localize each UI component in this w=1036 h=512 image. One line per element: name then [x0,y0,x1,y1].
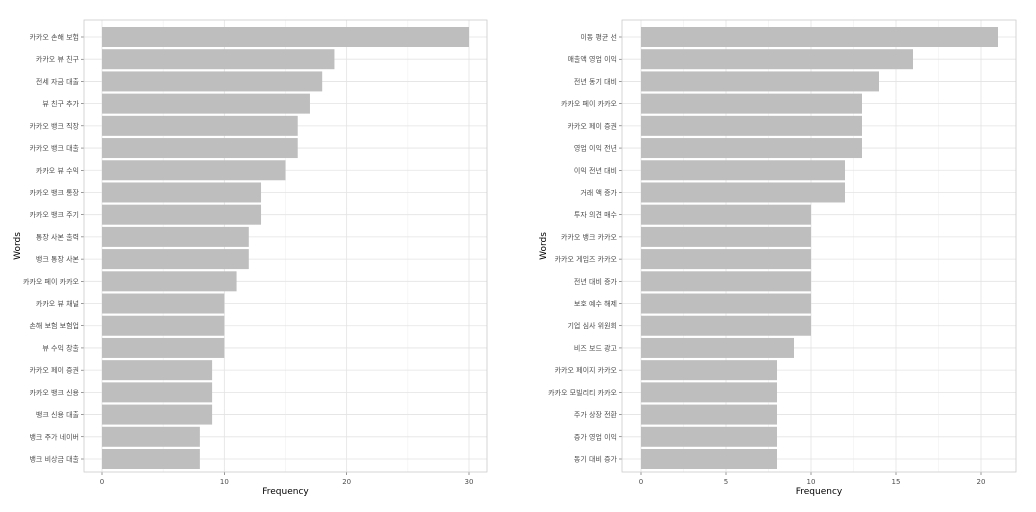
y-tick-label: 이동 평균 선 [580,33,617,42]
panel-border [621,19,1017,473]
y-tick-label: 카카오 페이 카카오 [561,99,618,108]
y-tick-label: 카카오 손해 보험 [29,33,79,42]
y-tick-label: 카카오 뱅크 카카오 [561,232,618,241]
bar [641,382,777,403]
y-tick-label: 뱅크 주가 네이버 [29,432,79,441]
y-tick-label: 카카오 페이 증권 [29,366,79,375]
y-tick-label: 카카오 뱅크 통장 [29,188,79,197]
y-tick-label: 손해 보험 보험업 [29,321,79,330]
y-tick-label: 뱅크 통장 사본 [36,255,80,264]
x-tick-label: 10 [220,478,229,486]
bar [641,49,913,70]
y-axis-title: Words [539,232,549,260]
bar [102,404,213,425]
bar [102,71,323,92]
panel-border [83,19,488,473]
y-tick-label: 동기 대비 증가 [574,455,618,464]
bar [102,360,213,381]
y-tick-label: 카카오 모빌리티 카카오 [548,388,617,397]
y-tick-label: 뷰 수익 창출 [42,343,79,352]
bar [102,315,225,336]
bar [641,249,811,270]
y-tick-label: 카카오 뱅크 직장 [29,121,79,130]
bar [641,426,777,447]
y-tick-label: 카카오 뱅크 대출 [29,144,79,153]
y-tick-label: 카카오 뷰 수익 [36,166,79,175]
y-tick-label: 뷰 친구 추가 [42,99,79,108]
bar [102,449,200,469]
y-tick-label: 영업 이익 전년 [574,144,617,153]
y-tick-label: 전세 자금 대출 [36,77,80,86]
bar [102,249,249,270]
bar [641,337,794,358]
bar [102,271,237,292]
y-tick-label: 카카오 게임즈 카카오 [555,255,618,264]
y-tick-label: 카카오 뱅크 신용 [29,388,79,397]
y-tick-label: 주가 상장 전환 [574,410,618,419]
bar [641,404,777,425]
y-tick-label: 전년 대비 증가 [574,277,618,286]
bar [102,93,310,114]
bar [641,226,811,247]
x-tick-label: 20 [977,478,986,486]
bar [641,293,811,314]
bar [102,182,262,203]
bar [102,337,225,358]
x-tick-label: 5 [724,478,728,486]
bar [102,160,286,181]
y-tick-label: 카카오 뱅크 주기 [29,210,79,219]
y-tick-label: 카카오 페이 증권 [567,121,617,130]
bar [102,49,335,70]
bar [641,160,845,181]
bar [102,382,213,403]
y-tick-label: 비즈 보드 광고 [574,343,618,352]
y-tick-label: 거래 액 증가 [580,188,617,197]
bar [641,27,998,47]
bar [641,360,777,381]
x-tick-label: 30 [465,478,474,486]
x-tick-label: 20 [342,478,351,486]
y-tick-label: 카카오 뷰 친구 [36,55,80,64]
x-tick-label: 0 [100,478,104,486]
x-tick-label: 0 [639,478,643,486]
y-tick-label: 기업 심사 위원회 [567,321,617,330]
bar [641,71,879,92]
y-tick-label: 카카오 페이 카카오 [23,277,80,286]
bar [102,204,262,225]
bar [641,93,862,114]
bar [102,138,298,159]
y-tick-label: 이익 전년 대비 [574,166,617,175]
x-tick-label: 10 [807,478,816,486]
bar [641,138,862,159]
bar [641,449,777,469]
y-tick-label: 전년 동기 대비 [574,77,617,86]
x-axis-title: Frequency [262,487,309,497]
bar [641,182,845,203]
y-tick-label: 통장 사본 출력 [36,232,79,241]
bar [102,27,469,47]
y-tick-label: 카카오 페이지 카카오 [555,366,618,375]
y-tick-label: 증가 영업 이익 [574,432,617,441]
y-tick-label: 투자 의견 매수 [574,210,618,219]
y-tick-label: 뱅크 비상금 대출 [29,455,79,464]
y-tick-label: 매출액 영업 이익 [567,55,617,64]
bar [641,204,811,225]
y-tick-label: 카카오 뷰 채널 [36,299,79,308]
y-axis-title: Words [13,232,23,260]
bar [102,426,200,447]
bar [102,293,225,314]
bar [641,115,862,136]
bar [641,315,811,336]
bar [641,271,811,292]
x-axis-title: Frequency [796,487,843,497]
bar [102,226,249,247]
y-tick-label: 뱅크 신용 대출 [36,410,80,419]
y-tick-label: 보호 예수 해제 [574,299,617,308]
bar [102,115,298,136]
x-tick-label: 15 [892,478,901,486]
